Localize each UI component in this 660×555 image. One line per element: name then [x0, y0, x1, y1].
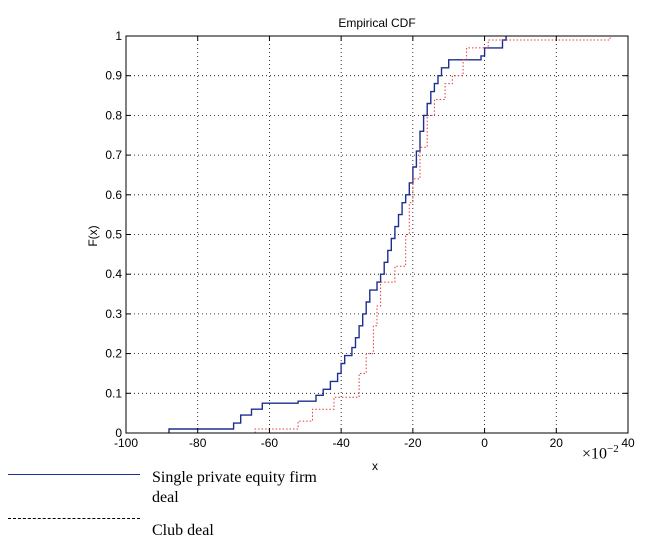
y-tick-label: 0.9 — [105, 69, 122, 83]
x-axis-label: x — [372, 459, 378, 473]
y-tick-label: 0.8 — [105, 108, 122, 122]
legend-label-single-line2: deal — [152, 489, 179, 506]
y-axis-label: F(x) — [86, 225, 100, 246]
ticks: -100 -80 -60 -40 -20 0 20 40 0 0.1 0.2 0.3 0.4 0.5 0.6… — [105, 29, 635, 450]
y-tick-label: 0.5 — [105, 228, 122, 242]
legend-line-single — [8, 474, 140, 475]
x-scale-multiplier: ×10−2 — [582, 443, 619, 463]
legend-line-club — [8, 518, 140, 519]
x-tick-label: -40 — [332, 436, 350, 450]
x-tick-label: -20 — [404, 436, 422, 450]
series-line-single-deal — [168, 36, 507, 433]
legend-label-single-line1: Single private equity firm — [152, 469, 317, 486]
series-lines — [168, 35, 618, 433]
legend-label-single: Single private equity firm deal — [152, 468, 317, 508]
series-line-club-deal — [254, 35, 618, 433]
y-tick-label: 0.4 — [105, 267, 122, 281]
x-scale-base: ×10 — [582, 445, 608, 463]
chart-title: Empirical CDF — [338, 16, 415, 30]
x-scale-exponent: −2 — [607, 443, 619, 455]
x-tick-label: -60 — [261, 436, 279, 450]
y-tick-label: 0.3 — [105, 307, 122, 321]
x-tick-label: -100 — [114, 436, 138, 450]
y-tick-label: 0.7 — [105, 148, 122, 162]
x-tick-label: 0 — [481, 436, 488, 450]
legend-label-club: Club deal — [152, 521, 214, 541]
y-tick-label: 0.1 — [105, 386, 122, 400]
x-tick-label: 40 — [621, 436, 635, 450]
y-tick-label: 1 — [115, 29, 122, 43]
y-tick-label: 0.6 — [105, 188, 122, 202]
y-tick-label: 0 — [115, 426, 122, 440]
legend-label-club-line1: Club deal — [152, 522, 214, 539]
x-tick-label: 20 — [550, 436, 564, 450]
y-tick-label: 0.2 — [105, 347, 122, 361]
x-tick-label: -80 — [189, 436, 207, 450]
